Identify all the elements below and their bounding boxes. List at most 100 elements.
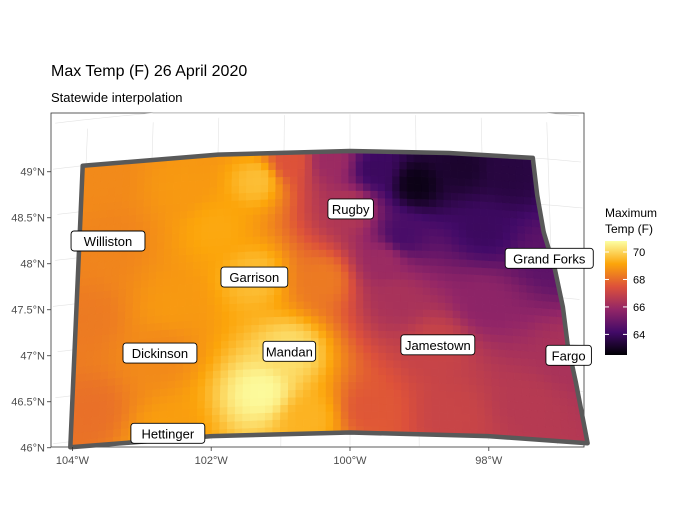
temperature-cell [333, 315, 342, 324]
temperature-cell [474, 303, 483, 313]
temperature-cell [514, 408, 524, 418]
temperature-cell [234, 405, 243, 415]
temperature-cell [370, 219, 379, 228]
temperature-cell [340, 352, 349, 361]
temperature-cell [479, 164, 488, 173]
temperature-cell [161, 314, 171, 323]
temperature-cell [144, 183, 153, 193]
temperature-cell [476, 362, 485, 371]
temperature-cell [281, 323, 290, 332]
temperature-cell [483, 363, 492, 372]
temperature-cell [457, 163, 466, 172]
temperature-cell [152, 160, 161, 170]
temperature-cell [189, 408, 198, 417]
temperature-cell [413, 161, 422, 170]
temperature-cell [201, 216, 210, 225]
temperature-cell [401, 404, 410, 413]
temperature-cell [495, 238, 504, 248]
temperature-cell [202, 194, 211, 203]
temperature-cell [509, 202, 518, 212]
temperature-cell [529, 402, 538, 411]
temperature-cell [516, 210, 525, 220]
temperature-cell [407, 205, 415, 214]
temperature-cell [319, 183, 328, 192]
temperature-cell [428, 176, 437, 185]
temperature-cell [227, 398, 236, 408]
temperature-cell [202, 172, 211, 181]
temperature-cell [154, 307, 163, 317]
temperature-cell [234, 420, 243, 429]
temperature-cell [529, 409, 539, 419]
temperature-cell [510, 239, 519, 249]
temperature-cell [297, 198, 306, 207]
temperature-cell [473, 215, 482, 224]
city-label-dickinson: Dickinson [122, 342, 198, 364]
temperature-cell [126, 265, 135, 275]
temperature-cell [110, 296, 119, 306]
temperature-cell [445, 324, 454, 333]
temperature-cell [311, 212, 320, 221]
temperature-cell [406, 190, 415, 200]
temperature-cell [82, 431, 92, 440]
temperature-cell [385, 330, 394, 339]
temperature-cell [348, 308, 357, 316]
temperature-cell [145, 374, 154, 383]
temperature-cell [220, 384, 229, 393]
temperature-cell [508, 166, 517, 175]
temperature-cell [385, 264, 394, 273]
temperature-cell [333, 308, 342, 316]
temperature-cell [165, 211, 174, 220]
temperature-cell [205, 355, 214, 365]
temperature-cell [170, 269, 179, 279]
temperature-cell [497, 304, 506, 314]
temperature-cell [340, 344, 349, 353]
temperature-cell [436, 221, 445, 230]
temperature-cell [504, 305, 513, 314]
temperature-cell [333, 403, 342, 412]
temperature-cell [310, 403, 319, 412]
temperature-cell [486, 172, 495, 181]
temperature-cell [249, 412, 259, 421]
temperature-cell [252, 243, 261, 252]
temperature-cell [522, 159, 531, 169]
temperature-cell [208, 252, 217, 262]
temperature-cell [392, 256, 401, 265]
temperature-cell [220, 347, 230, 356]
temperature-cell [128, 221, 137, 231]
temperature-cell [177, 283, 186, 293]
temperature-cell [167, 372, 176, 382]
temperature-cell [592, 437, 600, 445]
temperature-cell [469, 421, 478, 430]
temperature-cell [498, 378, 508, 387]
temperature-cell [393, 359, 402, 368]
temperature-cell [236, 339, 245, 348]
temperature-cell [446, 368, 455, 377]
temperature-cell [446, 376, 455, 385]
temperature-cell [223, 207, 232, 217]
temperature-cell [355, 249, 364, 258]
temperature-cell [377, 183, 386, 192]
temperature-cell [231, 207, 240, 216]
temperature-cell [239, 155, 248, 164]
temperature-cell [137, 162, 146, 171]
temperature-cell [296, 308, 305, 317]
temperature-cell [461, 413, 471, 422]
temperature-cell [193, 231, 202, 240]
temperature-cell [439, 419, 448, 429]
temperature-cell [431, 412, 440, 421]
temperature-cell [186, 224, 195, 233]
temperature-cell [133, 272, 142, 282]
temperature-cell [113, 222, 122, 232]
temperature-cell [458, 222, 467, 231]
temperature-cell [445, 317, 454, 326]
temperature-cell [115, 369, 124, 379]
temperature-cell [252, 250, 261, 259]
temperature-cell [401, 382, 410, 391]
y-tick-label: 47.5°N [11, 305, 45, 317]
temperature-cell [187, 195, 196, 204]
temperature-cell [496, 282, 505, 292]
temperature-cell [318, 234, 327, 243]
temperature-cell [479, 171, 488, 180]
temperature-cell [243, 361, 252, 370]
